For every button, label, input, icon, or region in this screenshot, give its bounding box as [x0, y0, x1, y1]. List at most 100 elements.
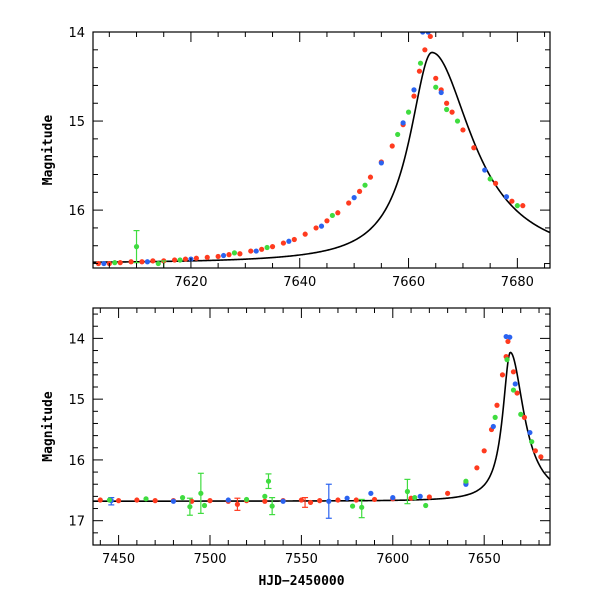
data-point	[425, 32, 431, 35]
data-point	[444, 100, 450, 106]
data-point	[193, 255, 199, 261]
data-point	[264, 244, 270, 251]
data-point	[433, 75, 439, 81]
data-point	[307, 499, 314, 506]
data-point	[324, 218, 330, 224]
data-point	[505, 338, 511, 345]
model-curve	[93, 351, 550, 502]
data-point	[259, 246, 265, 252]
data-point	[335, 497, 341, 503]
data-point	[509, 198, 515, 204]
data-point	[353, 497, 359, 503]
data-point	[494, 402, 500, 408]
y-tick-label: 14	[68, 332, 85, 347]
data-point	[487, 176, 493, 182]
data-point	[532, 448, 538, 454]
data-point	[155, 260, 161, 267]
data-point	[400, 120, 406, 126]
data-point	[460, 127, 466, 133]
data-point	[390, 495, 396, 501]
data-point	[471, 145, 477, 151]
data-point	[521, 414, 528, 420]
data-point	[474, 465, 480, 471]
data-point	[538, 454, 544, 460]
data-point	[225, 497, 231, 503]
data-point	[444, 106, 450, 113]
data-point	[344, 495, 350, 501]
data-point	[520, 203, 526, 209]
data-point	[507, 334, 513, 340]
data-point	[463, 478, 469, 484]
data-point	[518, 411, 524, 417]
data-point	[420, 32, 426, 35]
x-tick-label: 7650	[468, 552, 501, 567]
data-point	[139, 259, 145, 265]
data-point	[389, 143, 395, 149]
data-point	[378, 160, 384, 166]
data-point	[356, 188, 363, 195]
data-point	[510, 387, 517, 393]
bottom-panel: 7450 7500 7550 7600 7650 14 15 16 17 Magnitude HJD…	[41, 307, 551, 589]
data-point	[101, 260, 107, 267]
data-point	[253, 248, 259, 254]
data-point	[412, 495, 418, 501]
data-point	[234, 501, 241, 507]
x-tick-label: 7660	[392, 275, 425, 290]
x-tick-label: 7620	[174, 275, 207, 290]
data-point	[269, 503, 275, 509]
data-point	[422, 47, 428, 53]
data-point	[329, 212, 335, 219]
y-axis-label: Magnitude	[41, 391, 56, 462]
data-point	[204, 254, 210, 260]
data-point	[427, 33, 433, 40]
data-point	[97, 497, 103, 503]
data-point	[291, 236, 297, 243]
x-tick-label: 7450	[102, 552, 135, 567]
data-point	[95, 260, 102, 267]
data-point	[144, 259, 151, 265]
data-point	[150, 258, 156, 264]
data-point	[359, 504, 365, 510]
data-point	[423, 502, 429, 509]
x-tick-label: 7600	[376, 552, 409, 567]
data-point	[172, 257, 178, 263]
data-points	[97, 333, 544, 519]
x-tick-label: 7500	[193, 552, 226, 567]
data-point	[313, 225, 319, 231]
data-point	[482, 167, 488, 173]
data-point	[133, 244, 140, 250]
y-tick-label: 17	[68, 515, 85, 530]
data-point	[265, 478, 272, 484]
y-tick-label: 14	[68, 26, 85, 41]
data-point	[207, 498, 213, 504]
data-point	[411, 93, 417, 99]
data-point	[115, 498, 122, 504]
data-point	[269, 244, 276, 250]
data-point	[433, 84, 439, 90]
data-point	[454, 118, 461, 124]
data-point	[351, 195, 357, 201]
plot-frame	[92, 307, 551, 546]
data-point	[417, 60, 424, 66]
x-tick-label: 7680	[501, 275, 534, 290]
data-point	[298, 497, 304, 503]
data-point	[438, 89, 444, 96]
data-point	[371, 496, 378, 503]
data-point	[179, 495, 186, 501]
data-point	[170, 498, 177, 504]
data-point	[527, 429, 533, 436]
data-point	[231, 250, 238, 256]
y-tick-label: 16	[68, 454, 85, 469]
data-point	[416, 68, 423, 74]
data-point	[237, 251, 243, 257]
data-point	[481, 448, 487, 454]
data-point	[286, 238, 292, 244]
data-point	[134, 497, 140, 503]
data-point	[445, 490, 451, 496]
data-point	[215, 253, 221, 260]
data-point	[117, 260, 123, 266]
y-tick-label: 15	[68, 393, 85, 408]
plot-frame	[92, 31, 551, 269]
data-point	[152, 498, 158, 504]
data-point	[143, 496, 149, 502]
